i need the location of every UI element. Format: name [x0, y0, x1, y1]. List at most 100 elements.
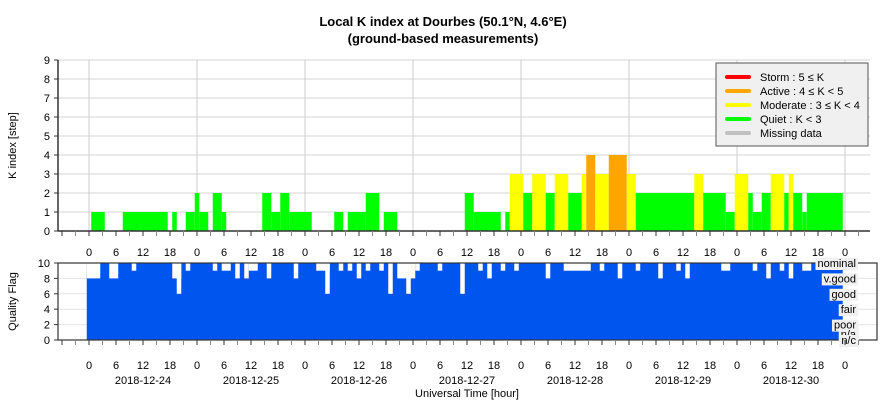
- quality-dip: [248, 263, 258, 271]
- k-bar: [172, 212, 177, 231]
- chart-title: Local K index at Dourbes (50.1°N, 4.6°E): [319, 14, 567, 29]
- x-tick-label: 6: [761, 247, 767, 259]
- k-bar: [532, 174, 546, 231]
- k-bar: [784, 193, 789, 231]
- quality-label-bg: [831, 319, 859, 332]
- x-tick-label: 0: [734, 247, 740, 259]
- k-bar: [199, 212, 209, 231]
- quality-dip: [766, 263, 771, 279]
- quality-label-bg: [821, 273, 858, 286]
- x-tick-label: 0: [194, 360, 200, 372]
- x-tick-label: 18: [704, 247, 716, 259]
- quality-dip: [388, 263, 393, 294]
- quality-dip: [221, 263, 231, 271]
- x-tick-label: 18: [596, 360, 608, 372]
- quality-level-label: n/c: [841, 335, 856, 347]
- k-bar: [748, 193, 753, 231]
- quality-level-label: v.good: [824, 273, 856, 285]
- y-tick-label: 4: [44, 304, 50, 316]
- x-tick-label: 12: [785, 360, 797, 372]
- x-tick-label: 6: [653, 247, 659, 259]
- k-bar: [122, 212, 168, 231]
- x-tick-label: 0: [302, 247, 308, 259]
- quality-dip: [563, 263, 591, 271]
- x-tick-label: 6: [545, 247, 551, 259]
- k-bar: [383, 212, 398, 231]
- x-tick-label: 0: [86, 247, 92, 259]
- quality-dip: [721, 263, 731, 271]
- k-bar: [347, 212, 366, 231]
- k-bar: [212, 193, 222, 231]
- k-bar: [365, 193, 380, 231]
- quality-dip: [406, 263, 411, 294]
- x-date-label: 2018-12-29: [655, 375, 711, 387]
- x-tick-label: 12: [461, 247, 473, 259]
- quality-dip: [685, 263, 690, 279]
- quality-dip: [635, 263, 641, 271]
- quality-level-label: nominal: [817, 258, 856, 270]
- x-tick-label: 12: [353, 247, 365, 259]
- y-tick-label: 1: [44, 207, 50, 219]
- x-tick-label: 6: [113, 247, 119, 259]
- y-tick-label: 6: [44, 112, 50, 124]
- k-bar: [725, 212, 735, 231]
- k-bar: [595, 174, 609, 231]
- k-bar: [770, 174, 785, 231]
- x-tick-label: 12: [137, 247, 149, 259]
- quality-level-label: fair: [841, 304, 857, 316]
- quality-dip: [347, 263, 353, 271]
- k-bar: [271, 212, 281, 231]
- x-tick-label: 18: [596, 247, 608, 259]
- x-tick-label: 0: [302, 360, 308, 372]
- quality-dip: [676, 263, 681, 271]
- y-axis-label: K index [step]: [7, 112, 19, 179]
- legend-label: Storm : 5 ≤ K: [760, 72, 825, 84]
- x-axis-label: Universal Time [hour]: [415, 388, 519, 400]
- x-tick-label: 18: [812, 247, 824, 259]
- k-bar: [586, 155, 596, 231]
- quality-dip: [212, 263, 218, 271]
- y-tick-label: 10: [38, 258, 50, 270]
- x-tick-label: 12: [677, 360, 689, 372]
- k-bar: [464, 193, 474, 231]
- quality-dip: [545, 263, 551, 279]
- quality-level-label: poor: [834, 320, 856, 332]
- x-tick-label: 18: [164, 247, 176, 259]
- x-tick-label: 12: [569, 360, 581, 372]
- quality-dip: [131, 263, 137, 271]
- x-date-label: 2018-12-25: [223, 375, 279, 387]
- x-tick-label: 0: [842, 360, 848, 372]
- y-tick-label: 6: [44, 289, 50, 301]
- x-tick-label: 18: [380, 247, 392, 259]
- legend-label: Active : 4 ≤ K < 5: [760, 86, 843, 98]
- quality-dip: [617, 263, 623, 279]
- quality-label-bg: [839, 335, 859, 347]
- k-bar: [473, 212, 501, 231]
- y-tick-label: 7: [44, 93, 50, 105]
- k-bar: [734, 174, 749, 231]
- quality-dip: [338, 263, 344, 271]
- quality-dip: [244, 263, 249, 279]
- legend-label: Moderate : 3 ≤ K < 4: [760, 100, 860, 112]
- quality-dip: [86, 263, 101, 279]
- quality-dip: [514, 263, 519, 271]
- k-bar: [694, 174, 704, 231]
- x-tick-label: 0: [626, 360, 632, 372]
- x-tick-label: 0: [410, 247, 416, 259]
- quality-dip: [437, 263, 443, 271]
- chart-subtitle: (ground-based measurements): [347, 31, 539, 46]
- x-tick-label: 12: [245, 360, 257, 372]
- k-bar: [752, 212, 762, 231]
- x-tick-label: 18: [488, 247, 500, 259]
- x-date-label: 2018-12-30: [763, 375, 819, 387]
- quality-dip: [109, 263, 119, 279]
- x-tick-label: 0: [518, 247, 524, 259]
- quality-label-bg: [815, 258, 858, 270]
- x-tick-label: 12: [785, 247, 797, 259]
- k-bar: [635, 193, 695, 231]
- x-date-label: 2018-12-24: [115, 375, 171, 387]
- quality-dip: [176, 263, 182, 294]
- quality-dip: [658, 263, 663, 279]
- x-tick-label: 6: [761, 360, 767, 372]
